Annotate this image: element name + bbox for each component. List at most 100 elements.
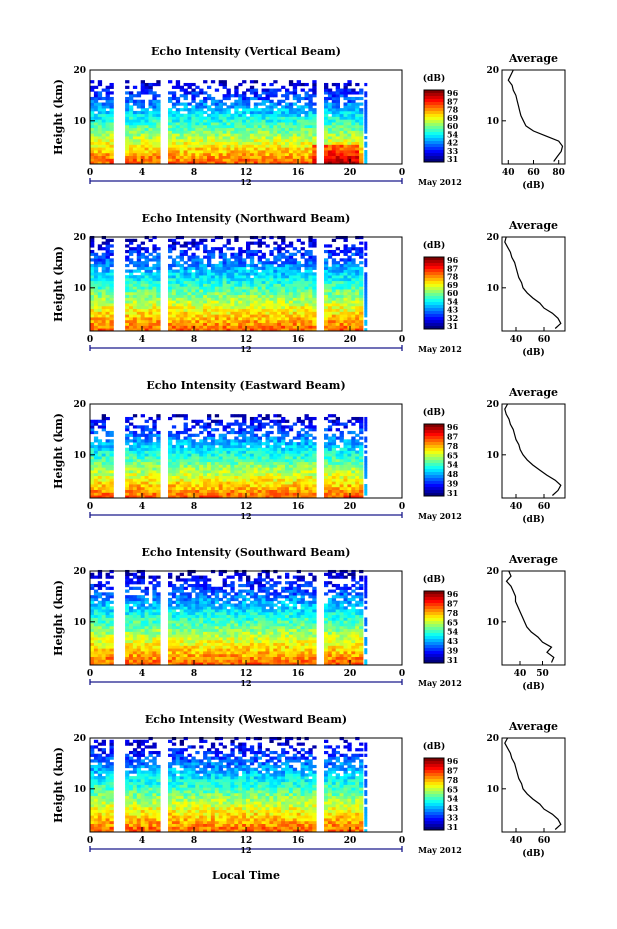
heatmap-cell: [171, 241, 177, 245]
heatmap-cell: [125, 161, 130, 165]
heatmap-cell: [152, 492, 157, 496]
heatmap-cell: [253, 439, 259, 443]
heatmap-cell: [285, 105, 290, 109]
heatmap-cell: [140, 300, 145, 304]
heatmap-cell: [261, 280, 266, 284]
heatmap-cell: [168, 244, 173, 248]
panel-0: Echo Intensity (Vertical Beam)2010Height…: [52, 45, 566, 191]
heatmap-cell: [214, 113, 220, 117]
heatmap-cell: [277, 425, 282, 429]
heatmap-cell: [97, 122, 103, 126]
heatmap-cell: [93, 419, 99, 423]
heatmap-cell: [230, 152, 235, 157]
heatmap-cell: [324, 481, 329, 485]
heatmap-cell: [249, 453, 255, 457]
heatmap-cell: [359, 108, 364, 112]
heatmap-cell: [351, 308, 356, 312]
panel-2: Echo Intensity (Eastward Beam)2010Height…: [52, 379, 566, 525]
heatmap-cell: [281, 286, 286, 290]
heatmap-cell: [101, 280, 106, 284]
heatmap-cell: [238, 291, 243, 296]
heatmap-cell: [226, 308, 231, 312]
heatmap-cell: [199, 458, 204, 463]
heatmap-cell: [97, 453, 103, 457]
average-frame: [501, 236, 566, 332]
heatmap-cell: [132, 450, 138, 454]
heatmap-cell: [312, 303, 317, 307]
heatmap-cell: [187, 258, 192, 262]
heatmap-cell: [222, 141, 227, 145]
heatmap-cell: [179, 300, 184, 304]
heatmap-cell: [304, 283, 309, 287]
heatmap-cell: [109, 141, 114, 145]
heatmap-cell: [195, 277, 200, 282]
heatmap-cell: [364, 141, 368, 145]
heatmap-cell: [226, 127, 231, 131]
heatmap-cell: [277, 275, 282, 279]
heatmap-cell: [183, 127, 188, 131]
heatmap-cell: [324, 456, 329, 460]
heatmap-cell: [156, 247, 161, 251]
heatmap-cell: [183, 147, 188, 151]
heatmap-cell: [324, 436, 329, 440]
heatmap-cell: [144, 442, 149, 446]
heatmap-cell: [359, 147, 364, 151]
heatmap-cell: [222, 325, 227, 329]
heatmap-cell: [148, 277, 153, 282]
heatmap-cell: [214, 124, 220, 129]
colorbar-tick-label: 33: [447, 146, 459, 156]
heatmap-cell: [238, 272, 243, 276]
heatmap-cell: [195, 255, 200, 259]
heatmap-cell: [300, 472, 305, 477]
heatmap-cell: [327, 277, 333, 282]
heatmap-cell: [324, 433, 329, 437]
heatmap-cell: [285, 280, 290, 284]
heatmap-cell: [207, 311, 212, 315]
heatmap-cell: [132, 470, 138, 474]
heatmap-cell: [97, 486, 103, 491]
heatmap-cell: [249, 235, 255, 240]
heatmap-cell: [171, 444, 177, 449]
heatmap-cell: [234, 495, 239, 499]
heatmap-cell: [253, 133, 259, 137]
heatmap-cell: [347, 269, 352, 273]
heatmap-cell: [257, 442, 262, 446]
heatmap-cell: [191, 283, 196, 287]
heatmap-cell: [101, 286, 106, 290]
heatmap-cell: [152, 325, 157, 329]
heatmap-cell: [195, 475, 200, 479]
heatmap-cell: [312, 286, 317, 290]
colorbar-tick-label: 42: [447, 138, 458, 148]
heatmap-cell: [261, 269, 266, 273]
heatmap-cell: [90, 102, 95, 106]
heatmap-cell: [273, 141, 278, 145]
heatmap-cell: [210, 283, 216, 287]
heatmap-cell: [210, 144, 216, 148]
heatmap-cell: [90, 450, 95, 454]
heatmap-cell: [238, 280, 243, 284]
heatmap-cell: [175, 291, 181, 296]
heatmap-cell: [90, 141, 95, 145]
heatmap-cell: [168, 158, 173, 162]
heatmap-cell: [101, 495, 106, 499]
heatmap-cell: [191, 481, 196, 485]
heatmap-cell: [261, 272, 266, 276]
heatmap-cell: [288, 325, 294, 329]
heatmap-cell: [277, 258, 282, 262]
heatmap-cell: [364, 102, 368, 106]
heatmap-cell: [226, 116, 231, 120]
heatmap-cell: [144, 325, 149, 329]
heatmap-cell: [249, 467, 255, 471]
heatmap-cell: [331, 110, 337, 115]
heatmap-cell: [222, 481, 227, 485]
heatmap-cell: [132, 238, 138, 242]
heatmap-cell: [359, 247, 364, 251]
heatmap-cell: [230, 450, 235, 454]
heatmap-cell: [129, 305, 134, 310]
heatmap-cell: [175, 467, 181, 471]
heatmap-cell: [238, 300, 243, 304]
heatmap-cell: [183, 322, 188, 326]
heatmap-cell: [101, 472, 106, 477]
heatmap-cell: [105, 94, 110, 98]
heatmap-cell: [292, 158, 298, 162]
